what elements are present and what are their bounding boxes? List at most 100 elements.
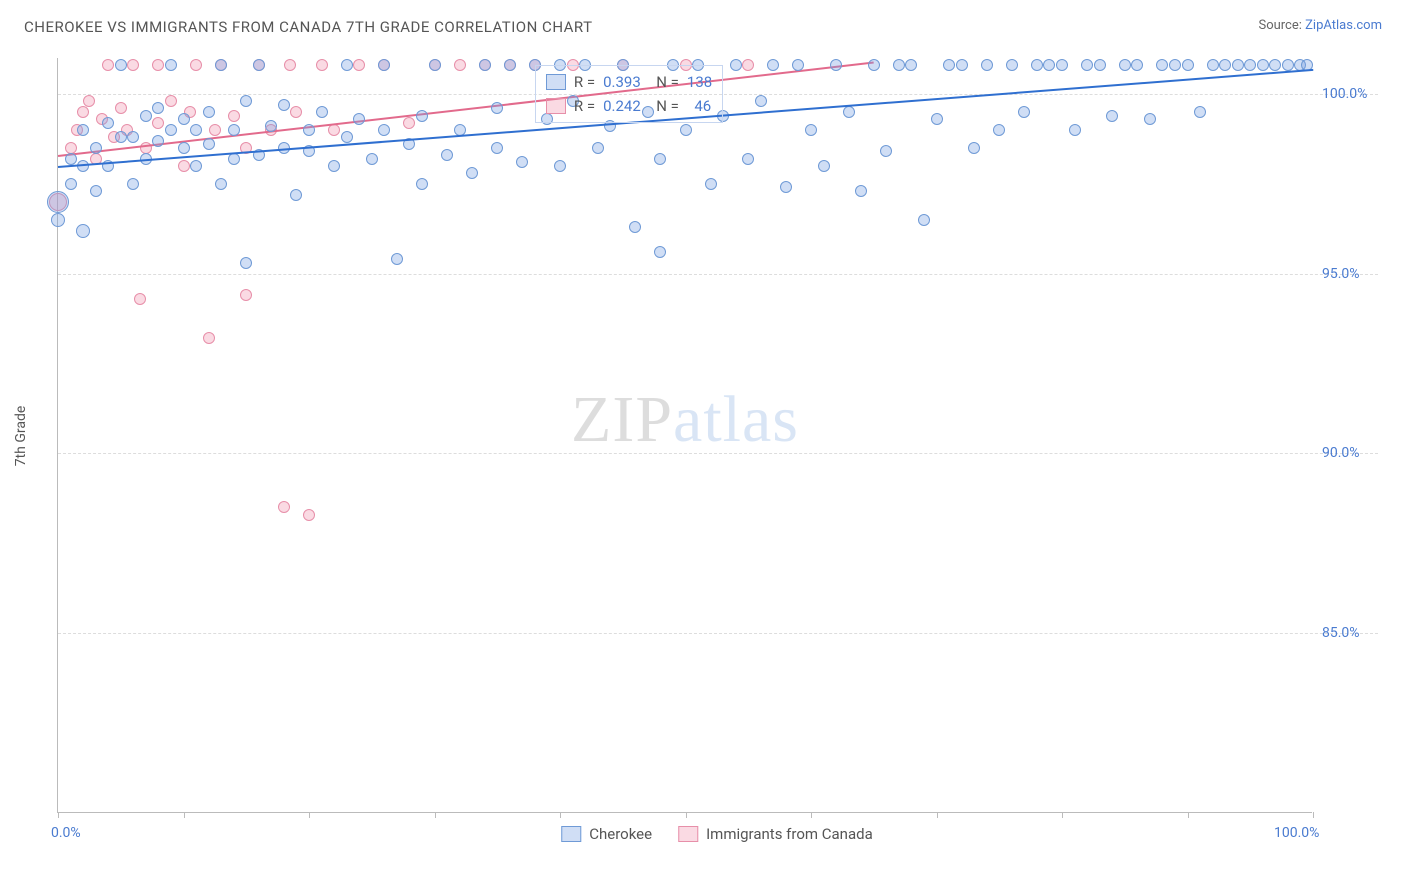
cherokee-point [190, 124, 202, 136]
cherokee-point [1119, 59, 1131, 71]
cherokee-point [968, 142, 980, 154]
y-axis-title: 7th Grade [13, 405, 29, 466]
cherokee-point [1257, 59, 1269, 71]
cherokee-point [90, 142, 102, 154]
cherokee-point [115, 59, 127, 71]
cherokee-point [466, 167, 478, 179]
cherokee-point [1081, 59, 1093, 71]
canada-point [77, 106, 89, 118]
canada-point [165, 95, 177, 107]
cherokee-point [1094, 59, 1106, 71]
x-tick [811, 812, 812, 818]
cherokee-point [1144, 113, 1156, 125]
cherokee-point [178, 113, 190, 125]
canada-point [134, 293, 146, 305]
canada-point [228, 110, 240, 122]
cherokee-point [378, 59, 390, 71]
cherokee-point [1006, 59, 1018, 71]
canada-point [190, 59, 202, 71]
cherokee-point [780, 181, 792, 193]
legend-item-canada: Immigrants from Canada [678, 825, 873, 843]
cherokee-point [441, 149, 453, 161]
cherokee-point [140, 110, 152, 122]
cherokee-point [956, 59, 968, 71]
cherokee-point [893, 59, 905, 71]
stats-swatch-canada [546, 98, 566, 114]
cherokee-point [993, 124, 1005, 136]
cherokee-point [931, 113, 943, 125]
cherokee-point [215, 178, 227, 190]
x-tick [686, 812, 687, 818]
canada-point [278, 501, 290, 513]
cherokee-point [1043, 59, 1055, 71]
y-tick-label: 95.0% [1322, 266, 1360, 282]
cherokee-point [943, 59, 955, 71]
canada-point [178, 160, 190, 172]
legend-swatch-canada [678, 826, 698, 842]
cherokee-point [391, 253, 403, 265]
canada-point [316, 59, 328, 71]
x-tick [58, 812, 59, 818]
cherokee-point [830, 59, 842, 71]
cherokee-point [190, 160, 202, 172]
source-link[interactable]: ZipAtlas.com [1305, 18, 1382, 33]
stats-swatch-cherokee [546, 74, 566, 90]
canada-point [303, 509, 315, 521]
x-tick [937, 812, 938, 818]
canada-point [290, 106, 302, 118]
cherokee-point [905, 59, 917, 71]
cherokee-point [203, 106, 215, 118]
canada-point [203, 332, 215, 344]
cherokee-point [47, 191, 69, 213]
cherokee-point [290, 189, 302, 201]
cherokee-point [240, 257, 252, 269]
cherokee-point [1269, 59, 1281, 71]
cherokee-point [491, 102, 503, 114]
cherokee-point [1219, 59, 1231, 71]
cherokee-point [805, 124, 817, 136]
cherokee-point [341, 59, 353, 71]
cherokee-point [253, 59, 265, 71]
x-tick [435, 812, 436, 818]
legend-bottom: Cherokee Immigrants from Canada [561, 825, 872, 843]
cherokee-point [316, 106, 328, 118]
cherokee-point [730, 59, 742, 71]
cherokee-point [165, 59, 177, 71]
cherokee-point [1056, 59, 1068, 71]
cherokee-point [755, 95, 767, 107]
cherokee-point [855, 185, 867, 197]
y-tick-label: 85.0% [1322, 625, 1360, 641]
canada-point [152, 59, 164, 71]
cherokee-point [378, 124, 390, 136]
cherokee-point [680, 124, 692, 136]
cherokee-point [1282, 59, 1294, 71]
cherokee-point [1207, 59, 1219, 71]
cherokee-point [1069, 124, 1081, 136]
cherokee-point [868, 59, 880, 71]
canada-point [454, 59, 466, 71]
canada-point [115, 102, 127, 114]
canada-point [83, 95, 95, 107]
cherokee-point [152, 102, 164, 114]
canada-point [742, 59, 754, 71]
cherokee-point [203, 138, 215, 150]
cherokee-point [65, 178, 77, 190]
cherokee-point [504, 59, 516, 71]
cherokee-point [353, 113, 365, 125]
cherokee-point [918, 214, 930, 226]
cherokee-point [215, 59, 227, 71]
chart-header: CHEROKEE VS IMMIGRANTS FROM CANADA 7TH G… [0, 0, 1406, 44]
x-tick [1313, 812, 1314, 818]
cherokee-point [818, 160, 830, 172]
cherokee-point [366, 153, 378, 165]
cherokee-point [1169, 59, 1181, 71]
cherokee-point [1031, 59, 1043, 71]
y-tick-label: 100.0% [1322, 86, 1367, 102]
watermark: ZIPatlas [571, 382, 799, 458]
cherokee-point [341, 131, 353, 143]
cherokee-point [1156, 59, 1168, 71]
canada-point [353, 59, 365, 71]
cherokee-point [1194, 106, 1206, 118]
cherokee-point [76, 224, 90, 238]
cherokee-point [843, 106, 855, 118]
